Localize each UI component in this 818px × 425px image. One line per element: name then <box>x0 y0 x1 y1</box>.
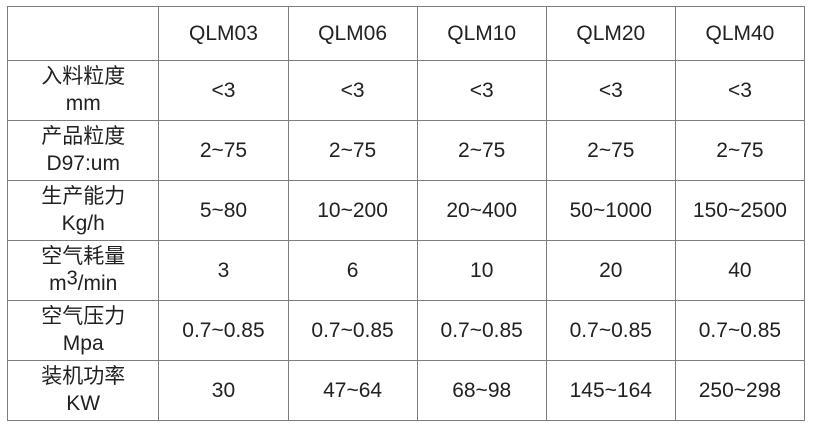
cell-value: 6 <box>287 240 418 301</box>
cell-value: 0.7~0.85 <box>416 300 547 361</box>
cell-value: 10~200 <box>287 180 418 241</box>
cell-value: 0.7~0.85 <box>158 300 289 361</box>
row-label-unit: KW <box>66 391 101 415</box>
table-row-installed-power: 装机功率 KW 30 47~64 68~98 145~164 250~298 <box>6 360 806 421</box>
row-label-unit: Kg/h <box>61 211 105 235</box>
cell-value: 10 <box>416 240 547 301</box>
row-label-capacity: 生产能力 Kg/h <box>6 180 160 241</box>
table-row-capacity: 生产能力 Kg/h 5~80 10~200 20~400 50~1000 150… <box>6 180 806 241</box>
row-label-feed-size: 入料粒度 mm <box>6 60 160 121</box>
column-header-qlm10: QLM10 <box>416 6 547 61</box>
cell-value: 0.7~0.85 <box>545 300 676 361</box>
row-label-cn: 空气耗量 <box>41 244 126 268</box>
cell-value: 2~75 <box>674 120 806 181</box>
cell-value: 5~80 <box>158 180 289 241</box>
row-label-installed-power: 装机功率 KW <box>6 360 160 421</box>
qlm-spec-table: QLM03 QLM06 QLM10 QLM20 QLM40 入料粒度 mm <3… <box>6 6 806 421</box>
cubic-superscript: 3 <box>66 266 78 289</box>
cell-value: 2~75 <box>545 120 676 181</box>
row-label-cn: 空气压力 <box>41 304 126 328</box>
row-label-product-size: 产品粒度 D97:um <box>6 120 160 181</box>
row-label-unit: Mpa <box>62 331 104 355</box>
row-label-unit: m3/min <box>49 266 118 295</box>
cell-value: 30 <box>158 360 289 421</box>
cell-value: 2~75 <box>287 120 418 181</box>
cell-value: 145~164 <box>545 360 676 421</box>
cell-value: 2~75 <box>416 120 547 181</box>
table-row-air-pressure: 空气压力 Mpa 0.7~0.85 0.7~0.85 0.7~0.85 0.7~… <box>6 300 806 361</box>
table-row-air-consumption: 空气耗量 m3/min 3 6 10 20 40 <box>6 240 806 301</box>
cell-value: 40 <box>674 240 806 301</box>
row-label-cn: 入料粒度 <box>41 64 126 88</box>
column-header-qlm06: QLM06 <box>287 6 418 61</box>
table-header-row: QLM03 QLM06 QLM10 QLM20 QLM40 <box>6 6 806 61</box>
cell-value: 47~64 <box>287 360 418 421</box>
row-label-cn: 生产能力 <box>41 184 126 208</box>
row-label-air-pressure: 空气压力 Mpa <box>6 300 160 361</box>
cell-value: <3 <box>545 60 676 121</box>
corner-empty-cell <box>6 6 160 61</box>
column-header-qlm20: QLM20 <box>545 6 676 61</box>
column-header-qlm40: QLM40 <box>674 6 806 61</box>
column-header-qlm03: QLM03 <box>158 6 289 61</box>
cell-value: 2~75 <box>158 120 289 181</box>
cell-value: <3 <box>287 60 418 121</box>
cell-value: 250~298 <box>674 360 806 421</box>
row-label-cn: 产品粒度 <box>41 124 126 148</box>
cell-value: 3 <box>158 240 289 301</box>
cell-value: 0.7~0.85 <box>287 300 418 361</box>
table-row-feed-size: 入料粒度 mm <3 <3 <3 <3 <3 <box>6 60 806 121</box>
cell-value: 20~400 <box>416 180 547 241</box>
row-label-unit: D97:um <box>46 151 120 175</box>
row-label-air-consumption: 空气耗量 m3/min <box>6 240 160 301</box>
cell-value: <3 <box>674 60 806 121</box>
row-label-cn: 装机功率 <box>41 364 126 388</box>
row-label-unit: mm <box>65 91 101 115</box>
cell-value: 68~98 <box>416 360 547 421</box>
cell-value: 50~1000 <box>545 180 676 241</box>
table-row-product-size: 产品粒度 D97:um 2~75 2~75 2~75 2~75 2~75 <box>6 120 806 181</box>
cell-value: 0.7~0.85 <box>674 300 806 361</box>
cell-value: <3 <box>158 60 289 121</box>
cell-value: <3 <box>416 60 547 121</box>
cell-value: 20 <box>545 240 676 301</box>
cell-value: 150~2500 <box>674 180 806 241</box>
